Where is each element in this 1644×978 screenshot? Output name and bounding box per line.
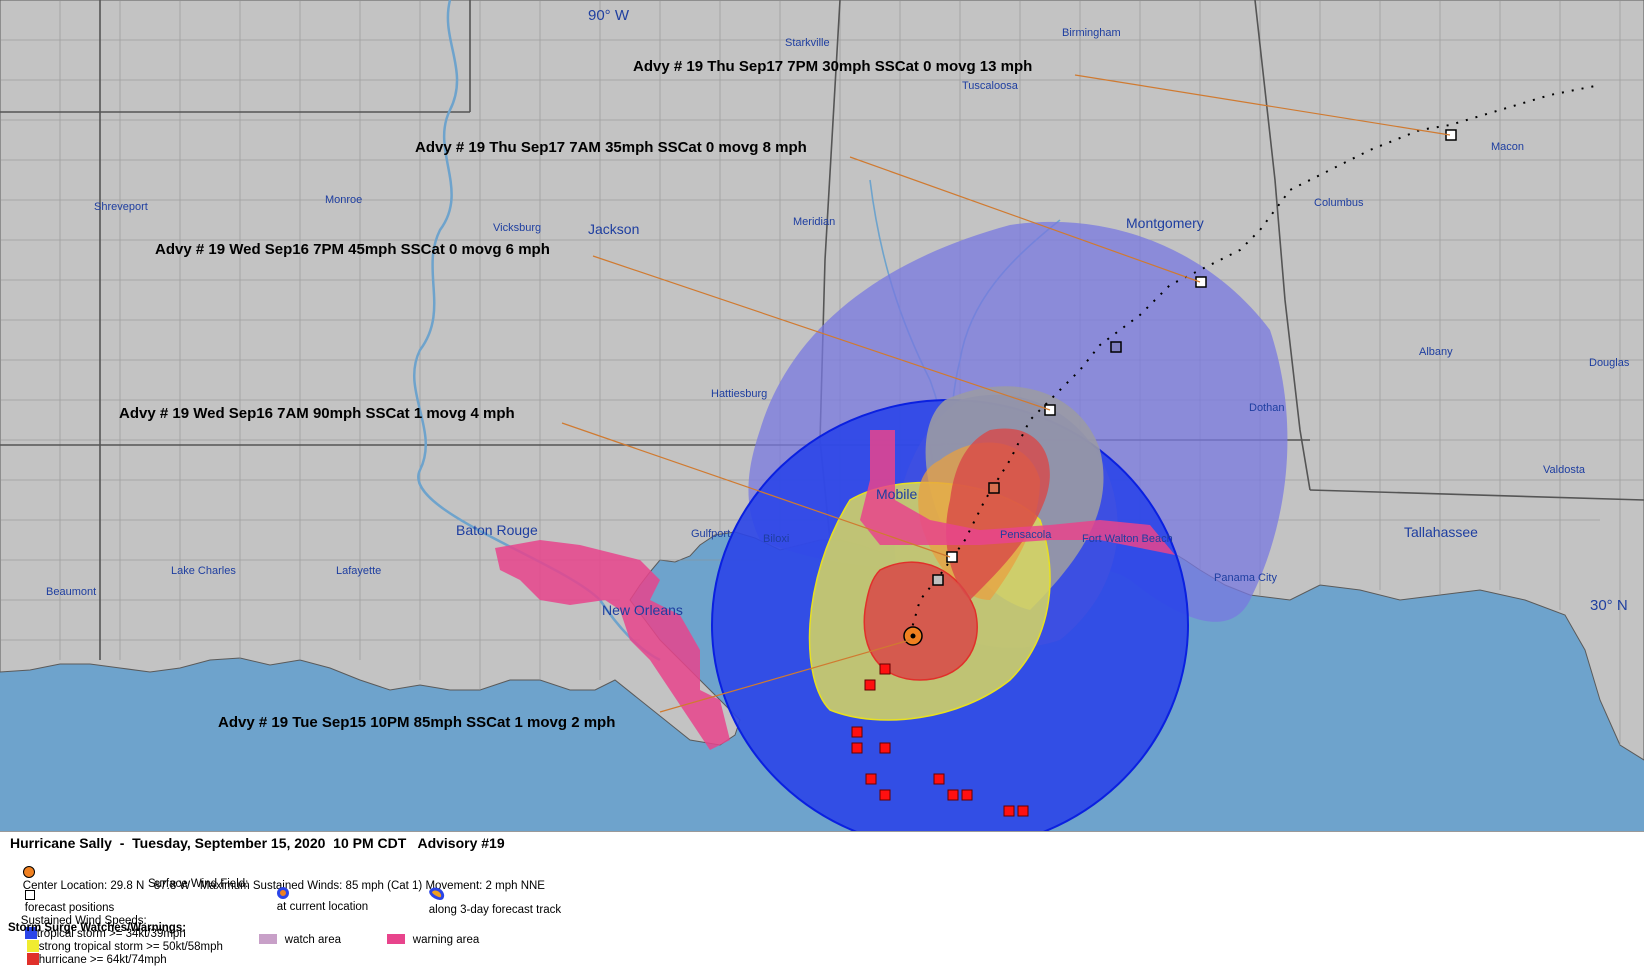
surge-warning-ms-al bbox=[860, 430, 1175, 555]
forecast-positions-label: forecast positions bbox=[24, 902, 115, 914]
legend: Hurricane Sally - Tuesday, September 15,… bbox=[0, 831, 1644, 966]
along-track-row: along 3-day forecast track bbox=[416, 876, 561, 928]
past-position bbox=[865, 773, 877, 785]
past-position bbox=[879, 789, 891, 801]
watch-area-swatch bbox=[258, 934, 277, 944]
sustained-wind-label: Sustained Wind Speeds: bbox=[20, 915, 147, 927]
hurricane-wind-field bbox=[863, 561, 978, 681]
city-label: Vicksburg bbox=[493, 222, 541, 234]
city-label: Biloxi bbox=[763, 533, 789, 545]
forecast-position bbox=[1445, 129, 1457, 141]
advisory-label: Advy # 19 Wed Sep16 7AM 90mph SSCat 1 mo… bbox=[119, 405, 515, 422]
city-label: Hattiesburg bbox=[711, 388, 767, 400]
surge-warning-la bbox=[495, 540, 730, 750]
city-label: Dothan bbox=[1249, 402, 1284, 414]
current-center-icon bbox=[22, 866, 35, 878]
forecast-positions-row: forecast positions bbox=[12, 878, 114, 926]
warning-area-label: warning area bbox=[412, 934, 480, 946]
past-position bbox=[1017, 805, 1029, 817]
city-label: Lafayette bbox=[336, 565, 381, 577]
watch-area-label: watch area bbox=[284, 934, 342, 946]
hurricane-label: hurricane >= 64kt/74mph bbox=[38, 954, 167, 966]
city-label: Pensacola bbox=[1000, 529, 1052, 541]
storm-map: 90° W 30° N Starkville Birmingham Tuscal… bbox=[0, 0, 1644, 831]
warning-area-row: warning area bbox=[374, 922, 479, 958]
past-positions bbox=[851, 663, 1029, 817]
forecast-position bbox=[1110, 341, 1122, 353]
forecast-position bbox=[946, 551, 958, 563]
city-labels: Starkville Birmingham Tuscaloosa Shrevep… bbox=[46, 27, 1630, 618]
forecast-track bbox=[909, 84, 1601, 636]
past-position bbox=[879, 742, 891, 754]
wind-field-track-icon bbox=[427, 884, 447, 903]
advisory-label: Advy # 19 Thu Sep17 7PM 30mph SSCat 0 mo… bbox=[633, 58, 1032, 75]
forecast-position bbox=[932, 574, 944, 586]
city-label: Tuscaloosa bbox=[962, 80, 1019, 92]
surface-wind-field-label: Surface Wind Field: bbox=[148, 878, 249, 890]
parallel-label: 30° N bbox=[1590, 597, 1628, 614]
city-label: Tallahassee bbox=[1404, 524, 1478, 540]
city-label: Valdosta bbox=[1543, 464, 1586, 476]
strong-tropical-storm-label: strong tropical storm >= 50kt/58mph bbox=[38, 941, 223, 953]
city-label: Macon bbox=[1491, 141, 1524, 153]
hurricane-swath bbox=[946, 428, 1050, 600]
city-label: Monroe bbox=[325, 194, 362, 206]
forecast-position-icon bbox=[24, 890, 35, 900]
at-current-location-row: at current location bbox=[264, 875, 368, 925]
city-label: Lake Charles bbox=[171, 565, 236, 577]
forecast-position bbox=[1195, 276, 1207, 288]
advisory-label: Advy # 19 Tue Sep15 10PM 85mph SSCat 1 m… bbox=[218, 714, 615, 731]
forecast-position bbox=[988, 482, 1000, 494]
city-label: Birmingham bbox=[1062, 27, 1121, 39]
city-label: Meridian bbox=[793, 216, 835, 228]
wind-field-current-icon bbox=[276, 887, 289, 899]
tropical-storm-label: tropical storm >= 34kt/39mph bbox=[36, 928, 186, 940]
past-position bbox=[1003, 805, 1015, 817]
past-position bbox=[947, 789, 959, 801]
city-label: Columbus bbox=[1314, 197, 1364, 209]
center-location-text: Center Location: 29.8 N 87.8 W Maximum S… bbox=[22, 880, 545, 892]
strong-tropical-storm-swatch bbox=[26, 940, 39, 952]
city-label: Douglas bbox=[1589, 357, 1630, 369]
city-label: Mobile bbox=[876, 486, 917, 502]
warning-area-swatch bbox=[386, 934, 405, 944]
city-label: Starkville bbox=[785, 37, 830, 49]
city-label: Gulfport bbox=[691, 528, 730, 540]
city-label: New Orleans bbox=[602, 602, 683, 618]
current-center-marker bbox=[903, 626, 923, 646]
advisory-label: Advy # 19 Thu Sep17 7AM 35mph SSCat 0 mo… bbox=[415, 139, 807, 156]
past-position bbox=[933, 773, 945, 785]
city-label: Panama City bbox=[1214, 572, 1277, 584]
past-position bbox=[879, 663, 891, 675]
at-current-location-label: at current location bbox=[276, 901, 369, 913]
past-position bbox=[864, 679, 876, 691]
advisory-labels: Advy # 19 Thu Sep17 7PM 30mph SSCat 0 mo… bbox=[119, 58, 1032, 731]
city-label: Fort Walton Beach bbox=[1082, 533, 1173, 545]
sustained-wind-row: Sustained Wind Speeds: tropical storm >=… bbox=[8, 903, 223, 978]
past-position bbox=[851, 742, 863, 754]
watch-area-row: watch area bbox=[246, 922, 341, 958]
center-location-row: Center Location: 29.8 N 87.8 W Maximum S… bbox=[10, 854, 545, 904]
tropical-storm-swatch bbox=[24, 927, 37, 939]
along-track-label: along 3-day forecast track bbox=[428, 904, 562, 916]
city-label: Jackson bbox=[588, 221, 639, 237]
city-label: Baton Rouge bbox=[456, 522, 538, 538]
advisory-label: Advy # 19 Wed Sep16 7PM 45mph SSCat 0 mo… bbox=[155, 241, 550, 258]
past-position bbox=[851, 726, 863, 738]
past-position bbox=[961, 789, 973, 801]
city-label: Shreveport bbox=[94, 201, 148, 213]
legend-title: Hurricane Sally - Tuesday, September 15,… bbox=[10, 835, 505, 851]
hurricane-swatch bbox=[26, 953, 39, 965]
advisory-leader-lines bbox=[561, 74, 1451, 713]
city-label: Albany bbox=[1419, 346, 1453, 358]
city-label: Beaumont bbox=[46, 586, 96, 598]
city-label: Montgomery bbox=[1126, 215, 1204, 231]
storm-surge-label: Storm Surge Watches/Warnings: bbox=[8, 922, 187, 934]
meridian-label: 90° W bbox=[588, 7, 630, 24]
